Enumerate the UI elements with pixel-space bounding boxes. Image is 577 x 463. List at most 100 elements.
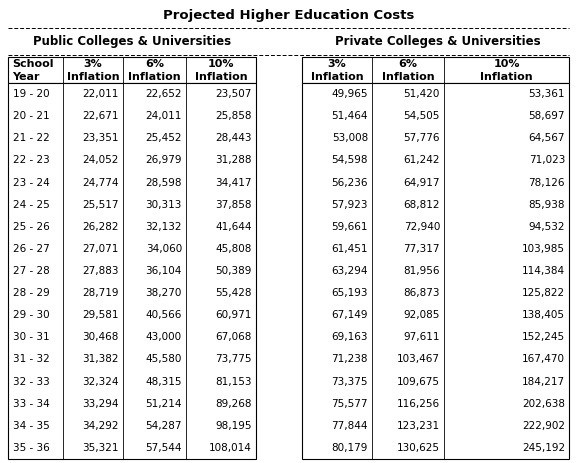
Text: 59,661: 59,661 xyxy=(332,222,368,232)
Text: 85,938: 85,938 xyxy=(529,200,565,210)
Text: 184,217: 184,217 xyxy=(522,376,565,387)
Text: 92,085: 92,085 xyxy=(404,310,440,320)
Text: 22 - 23: 22 - 23 xyxy=(13,156,50,165)
Text: 40,566: 40,566 xyxy=(145,310,182,320)
Text: 19 - 20: 19 - 20 xyxy=(13,89,50,99)
Text: 32,132: 32,132 xyxy=(145,222,182,232)
Text: 29 - 30: 29 - 30 xyxy=(13,310,50,320)
Text: 23,507: 23,507 xyxy=(216,89,252,99)
Text: 25 - 26: 25 - 26 xyxy=(13,222,50,232)
Text: 27,071: 27,071 xyxy=(83,244,119,254)
Text: 45,580: 45,580 xyxy=(145,355,182,364)
Text: 73,775: 73,775 xyxy=(215,355,252,364)
Text: Public Colleges & Universities: Public Colleges & Universities xyxy=(33,36,231,49)
Text: 34 - 35: 34 - 35 xyxy=(13,421,50,431)
Text: 32 - 33: 32 - 33 xyxy=(13,376,50,387)
Text: Private Colleges & Universities: Private Colleges & Universities xyxy=(335,36,541,49)
Text: 71,023: 71,023 xyxy=(529,156,565,165)
Text: Inflation: Inflation xyxy=(128,71,181,81)
Text: 24,774: 24,774 xyxy=(83,177,119,188)
Text: 81,956: 81,956 xyxy=(403,266,440,276)
Text: 61,242: 61,242 xyxy=(403,156,440,165)
Text: 20 - 21: 20 - 21 xyxy=(13,111,50,121)
Text: 64,567: 64,567 xyxy=(529,133,565,143)
Text: 54,505: 54,505 xyxy=(404,111,440,121)
Text: 10%: 10% xyxy=(493,58,520,69)
Text: 24 - 25: 24 - 25 xyxy=(13,200,50,210)
Text: 30,468: 30,468 xyxy=(83,332,119,342)
Text: 53,361: 53,361 xyxy=(529,89,565,99)
Text: 36,104: 36,104 xyxy=(145,266,182,276)
Text: Inflation: Inflation xyxy=(67,71,119,81)
Text: 22,652: 22,652 xyxy=(145,89,182,99)
Text: 34,060: 34,060 xyxy=(146,244,182,254)
Text: 24,052: 24,052 xyxy=(83,156,119,165)
Text: 77,844: 77,844 xyxy=(332,421,368,431)
Text: 26,979: 26,979 xyxy=(145,156,182,165)
Text: 86,873: 86,873 xyxy=(403,288,440,298)
Text: 114,384: 114,384 xyxy=(522,266,565,276)
Text: 3%: 3% xyxy=(328,58,346,69)
Text: 77,317: 77,317 xyxy=(403,244,440,254)
Text: 28,598: 28,598 xyxy=(145,177,182,188)
Text: 33,294: 33,294 xyxy=(83,399,119,409)
Text: 69,163: 69,163 xyxy=(332,332,368,342)
Text: Year: Year xyxy=(12,71,39,81)
Text: Inflation: Inflation xyxy=(480,71,533,81)
Text: Inflation: Inflation xyxy=(194,71,248,81)
Text: 78,126: 78,126 xyxy=(529,177,565,188)
Text: 23 - 24: 23 - 24 xyxy=(13,177,50,188)
Text: 123,231: 123,231 xyxy=(397,421,440,431)
Text: 103,985: 103,985 xyxy=(522,244,565,254)
Text: 72,940: 72,940 xyxy=(404,222,440,232)
Text: 67,068: 67,068 xyxy=(216,332,252,342)
Text: 116,256: 116,256 xyxy=(397,399,440,409)
Text: 152,245: 152,245 xyxy=(522,332,565,342)
Text: 71,238: 71,238 xyxy=(332,355,368,364)
Text: 60,971: 60,971 xyxy=(216,310,252,320)
Text: 34,417: 34,417 xyxy=(215,177,252,188)
Text: 26,282: 26,282 xyxy=(83,222,119,232)
Text: 50,389: 50,389 xyxy=(216,266,252,276)
Text: 35 - 36: 35 - 36 xyxy=(13,443,50,453)
Text: Projected Higher Education Costs: Projected Higher Education Costs xyxy=(163,8,414,21)
Text: 108,014: 108,014 xyxy=(209,443,252,453)
Text: 75,577: 75,577 xyxy=(332,399,368,409)
Text: 45,808: 45,808 xyxy=(216,244,252,254)
Text: 67,149: 67,149 xyxy=(332,310,368,320)
Text: 89,268: 89,268 xyxy=(215,399,252,409)
Text: 51,464: 51,464 xyxy=(332,111,368,121)
Text: 31 - 32: 31 - 32 xyxy=(13,355,50,364)
Text: 30 - 31: 30 - 31 xyxy=(13,332,50,342)
Text: 35,321: 35,321 xyxy=(83,443,119,453)
Text: 58,697: 58,697 xyxy=(529,111,565,121)
Text: 34,292: 34,292 xyxy=(83,421,119,431)
Text: 6%: 6% xyxy=(145,58,164,69)
Text: Inflation: Inflation xyxy=(382,71,434,81)
Text: 10%: 10% xyxy=(208,58,234,69)
Text: 54,598: 54,598 xyxy=(332,156,368,165)
Text: 51,214: 51,214 xyxy=(145,399,182,409)
Text: 103,467: 103,467 xyxy=(397,355,440,364)
Text: 57,776: 57,776 xyxy=(403,133,440,143)
Text: School: School xyxy=(12,58,54,69)
Text: 27,883: 27,883 xyxy=(83,266,119,276)
Text: 30,313: 30,313 xyxy=(145,200,182,210)
Text: 97,611: 97,611 xyxy=(403,332,440,342)
Text: 41,644: 41,644 xyxy=(215,222,252,232)
Text: 138,405: 138,405 xyxy=(522,310,565,320)
Text: 81,153: 81,153 xyxy=(215,376,252,387)
Text: 222,902: 222,902 xyxy=(522,421,565,431)
Text: 31,288: 31,288 xyxy=(215,156,252,165)
Text: 54,287: 54,287 xyxy=(145,421,182,431)
Text: 25,517: 25,517 xyxy=(83,200,119,210)
Text: 130,625: 130,625 xyxy=(397,443,440,453)
Text: Inflation: Inflation xyxy=(310,71,364,81)
Bar xyxy=(302,57,569,83)
Text: 57,923: 57,923 xyxy=(332,200,368,210)
Text: 51,420: 51,420 xyxy=(404,89,440,99)
Bar xyxy=(8,57,256,83)
Text: 94,532: 94,532 xyxy=(529,222,565,232)
Text: 56,236: 56,236 xyxy=(332,177,368,188)
Text: 26 - 27: 26 - 27 xyxy=(13,244,50,254)
